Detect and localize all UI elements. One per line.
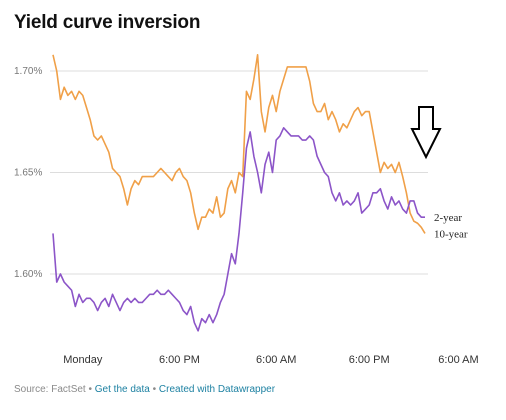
series-line-10-year	[52, 53, 426, 234]
x-tick-label: Monday	[63, 354, 103, 366]
line-chart: 1.60% 1.65% 1.70% Monday 6:00 PM 6:00 AM 6:00…	[14, 53, 479, 366]
series-labels: 10-year 2-year	[434, 212, 468, 240]
x-axis-ticks: Monday 6:00 PM 6:00 AM 6:00 PM 6:00 AM	[63, 354, 478, 366]
get-data-link[interactable]: Get the data	[94, 384, 150, 395]
y-axis-ticks: 1.60% 1.65% 1.70%	[14, 66, 42, 280]
y-tick-label: 1.65%	[14, 168, 42, 179]
chart-title: Yield curve inversion	[14, 12, 201, 33]
down-arrow-icon	[410, 106, 442, 160]
series-label: 10-year	[434, 228, 468, 240]
separator: •	[152, 384, 157, 395]
series-lines	[52, 53, 426, 332]
y-tick-label: 1.60%	[14, 269, 42, 280]
separator: •	[88, 384, 92, 395]
chart-footer: Source: FactSet • Get the data • Created…	[14, 384, 275, 395]
datawrapper-link[interactable]: Created with Datawrapper	[158, 384, 276, 395]
x-tick-label: 6:00 AM	[256, 354, 296, 366]
series-label: 2-year	[434, 212, 462, 224]
x-tick-label: 6:00 PM	[349, 354, 390, 366]
y-tick-label: 1.70%	[14, 66, 42, 77]
x-tick-label: 6:00 PM	[159, 354, 200, 366]
series-line-2-year	[52, 127, 425, 332]
x-tick-label: 6:00 AM	[438, 354, 478, 366]
source-text: Source: FactSet	[14, 384, 86, 395]
